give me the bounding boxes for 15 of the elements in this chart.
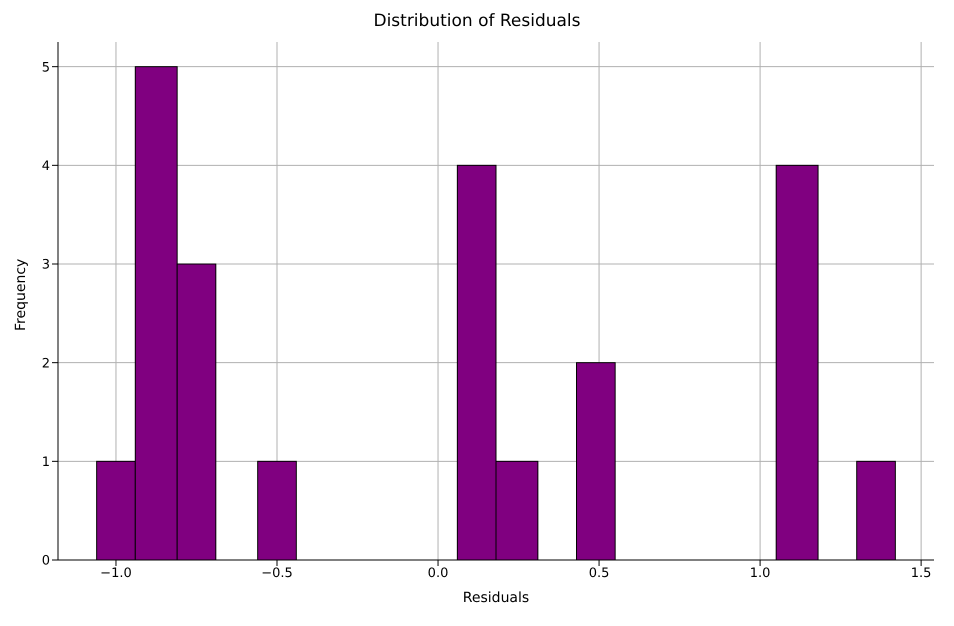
y-tick-label: 2	[42, 356, 50, 372]
y-tick-label: 3	[42, 258, 50, 273]
x-tick-label: 0.0	[428, 566, 448, 582]
x-tick-label: 1.0	[750, 566, 770, 582]
x-tick-label: 1.5	[910, 566, 932, 582]
y-tick-label: 0	[42, 554, 50, 569]
y-tick-label: 4	[42, 158, 50, 174]
x-tick-label: 0.5	[588, 566, 610, 582]
x-axis-title: Residuals	[462, 590, 530, 606]
chart-title: Distribution of Residuals	[372, 10, 582, 33]
x-tick-label: −0.5	[261, 566, 293, 582]
y-tick-label: 1	[42, 454, 50, 470]
x-tick-label: −1.0	[100, 566, 132, 582]
y-axis-title: Frequency	[12, 258, 29, 331]
y-tick-label: 5	[42, 60, 50, 76]
